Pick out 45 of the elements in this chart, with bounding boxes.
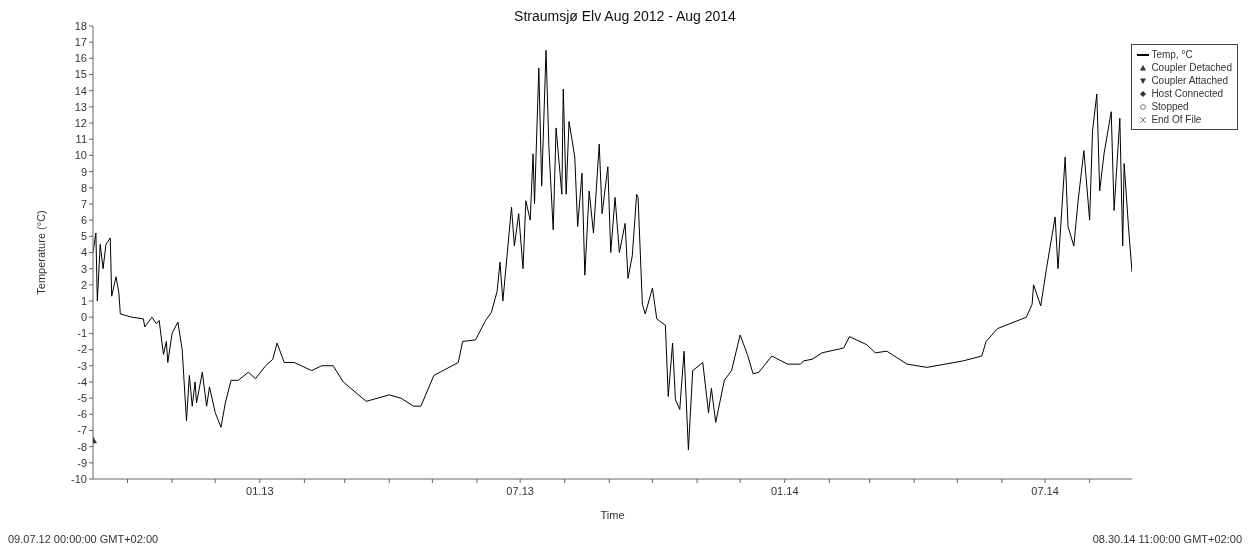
y-tick-label: -5 [77,392,87,405]
y-tick-label: -10 [71,472,87,485]
y-tick-label: -8 [77,440,87,453]
y-tick-label: 17 [74,36,87,49]
y-tick-label: 11 [75,133,87,146]
legend-label: Temp, °C [1151,49,1193,60]
chart-title: Straumsjø Elv Aug 2012 - Aug 2014 [514,8,736,24]
legend-label: Stopped [1151,101,1189,112]
y-tick-label: -1 [77,327,87,340]
y-tick-label: 10 [74,149,87,162]
x-axis-title: Time [600,509,625,521]
y-tick-label: -7 [77,424,87,437]
y-tick-label: -6 [77,408,87,421]
legend-label: End Of File [1151,114,1202,125]
y-tick-label: 18 [74,19,87,32]
y-tick-label: 5 [80,230,87,243]
text: 09.07.12 00:00:00 GMT+02:00 [8,533,159,545]
y-tick-label: 12 [74,116,87,129]
x-tick-label: 01.14 [770,485,799,497]
y-tick-label: 7 [80,197,87,210]
y-tick-label: 14 [74,84,87,97]
y-axis-title: Temperature (°C) [34,210,47,295]
x-tick-label: 01.13 [246,485,274,497]
y-tick-label: 2 [80,278,87,291]
legend-label: Host Connected [1151,88,1224,99]
y-tick-label: -3 [77,359,87,372]
y-tick-label: 1 [80,294,87,307]
text: 08.30.14 11:00:00 GMT+02:00 [1092,533,1242,545]
y-tick-label: 4 [80,246,87,259]
y-tick-label: 9 [80,165,87,178]
y-tick-label: -4 [77,375,87,388]
line-series [93,49,1132,451]
legend-label: Coupler Attached [1151,75,1229,86]
y-tick-label: 6 [80,214,87,227]
y-tick-label: 13 [74,100,87,113]
y-tick-label: 15 [74,68,87,81]
legend-label: Coupler Detached [1151,62,1232,73]
x-tick-label: 07.13 [506,485,534,497]
y-tick-label: -9 [77,456,87,469]
y-tick-label: -2 [77,343,87,356]
x-tick-label: 07.14 [1031,485,1059,497]
y-tick-label: 8 [80,181,87,194]
y-tick-label: 3 [80,262,87,275]
y-tick-label: 0 [80,311,87,324]
y-tick-label: 16 [74,52,87,65]
